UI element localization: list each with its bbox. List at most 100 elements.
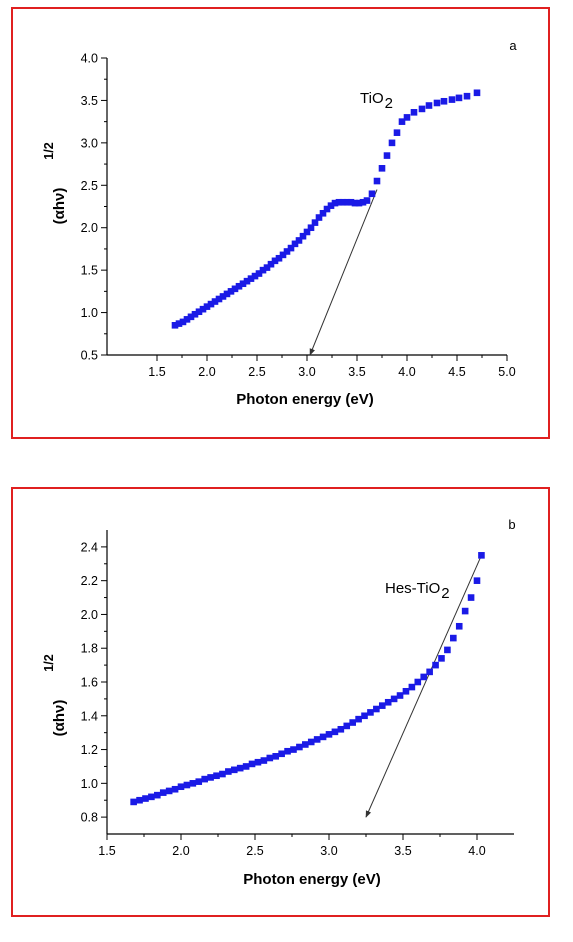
x-axis-label: Photon energy (eV) [236,391,374,408]
data-point [195,308,203,316]
data-point [378,702,386,709]
data-point [291,240,299,248]
series-label: Hes-TiO [385,580,440,597]
data-point [287,244,295,252]
data-point [339,198,347,206]
data-point [478,552,485,559]
data-point [420,673,428,681]
data-point [323,205,331,213]
data-point [243,277,251,285]
data-point [302,741,309,748]
data-point [383,152,391,159]
data-point [231,285,239,293]
data-point [425,102,433,109]
data-point [319,733,327,741]
data-point [296,743,303,751]
data-point [473,577,481,584]
y-tick-label: 4.0 [81,52,98,66]
data-point [384,698,392,706]
data-point [195,778,203,785]
data-point [213,772,220,780]
data-point [279,251,287,259]
y-tick-label: 0.8 [81,811,98,825]
y-tick-label: 2.5 [81,179,98,193]
data-point [438,655,445,662]
data-point [335,198,343,206]
x-tick-label: 2.0 [198,365,215,379]
data-point [259,266,267,274]
x-tick-label: 1.5 [148,365,165,379]
y-tick-label: 1.5 [81,264,98,278]
panel-b-frame [11,487,550,917]
data-point [219,293,227,300]
data-point [290,746,297,753]
data-point [215,295,223,303]
data-point [223,290,231,298]
tangent-arrow [365,555,482,818]
data-point [408,683,416,691]
data-point [235,282,243,290]
data-point [242,763,250,770]
panel-label: a [509,38,517,53]
y-axis-label-exponent: 1/2 [42,654,56,671]
data-point [299,232,307,240]
y-axis-label: (αhν) [51,700,68,737]
data-point [319,209,327,217]
data-point [393,129,401,136]
data-point [363,197,371,204]
data-point [461,607,469,615]
data-point [255,270,263,277]
y-tick-label: 2.0 [81,608,98,622]
data-point [315,214,323,221]
data-point [325,731,333,738]
data-point [187,313,195,321]
x-tick-label: 5.0 [498,365,515,379]
data-point [275,254,283,262]
data-point [368,190,376,198]
data-point [227,288,235,295]
panel-label: b [508,517,515,532]
data-point [355,715,362,723]
data-point [343,198,351,206]
data-point [260,757,268,764]
data-point [165,787,173,795]
data-point [175,320,183,327]
data-point [142,795,149,802]
chart-panel-b: 1.5 2.0 2.5 3.0 3.5 4.0 0.8 1.0 1.2 1.4 1.6 1.8 2.0 2… [42,517,516,888]
data-point [171,322,179,329]
data-point [236,764,244,772]
data-point [251,272,259,280]
data-point [283,248,291,255]
data-point [254,758,262,766]
data-point [432,661,439,669]
x-axis-label: Photon energy (eV) [243,871,381,888]
data-point [331,199,339,207]
data-point [239,280,247,288]
data-point [373,705,380,713]
data-point [418,105,426,113]
y-tick-label: 2.0 [81,221,98,235]
y-tick-label: 1.6 [81,676,98,690]
data-point [136,796,143,804]
data-point [278,750,285,758]
data-point [448,96,456,103]
data-point [440,97,448,105]
data-point [455,622,463,630]
x-tick-label: 2.5 [246,844,263,858]
data-point [355,199,363,207]
data-point [402,687,410,695]
data-point [272,753,280,760]
data-point [130,798,137,806]
data-point [307,224,315,232]
data-point [263,264,271,271]
data-point [225,768,232,775]
data-point [463,92,471,100]
data-point [349,719,356,726]
data-point [347,198,355,206]
y-tick-label: 1.4 [81,709,98,723]
data-point [191,310,199,318]
data-point [230,766,238,774]
y-axis-label-exponent: 1/2 [42,142,56,159]
data-point [271,257,279,265]
x-tick-label: 3.5 [348,365,365,379]
